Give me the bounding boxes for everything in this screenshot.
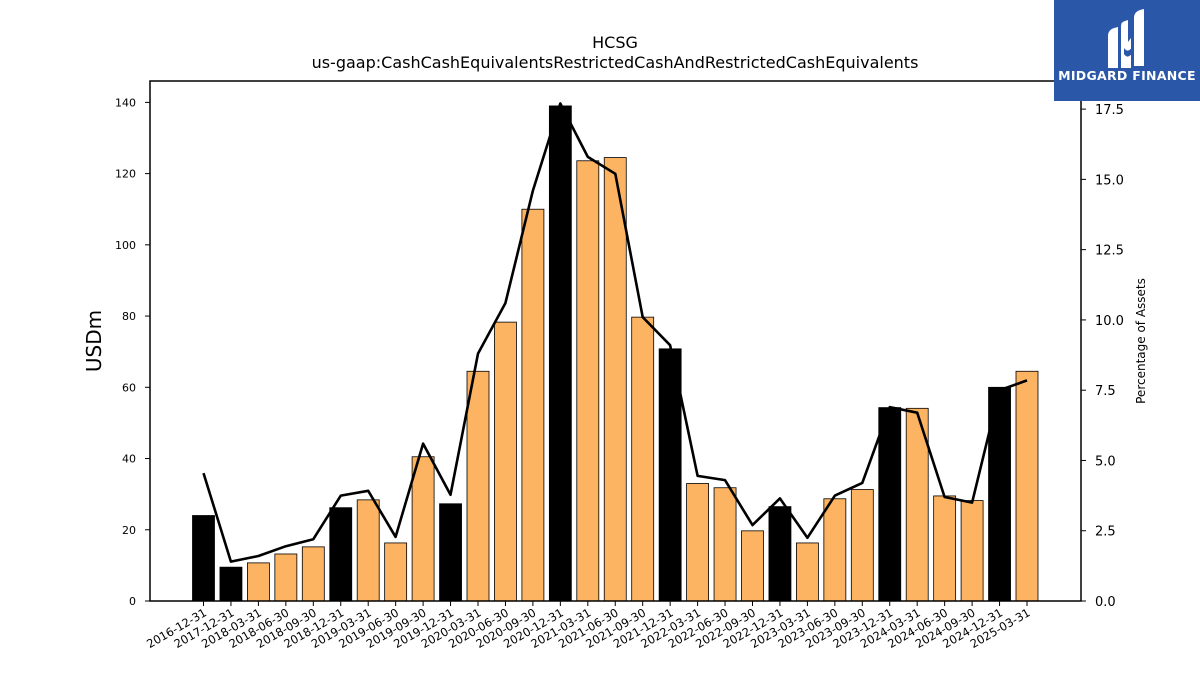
y2-tick-label: 17.5 — [1095, 103, 1124, 118]
y-tick-label: 100 — [115, 239, 136, 252]
bars-group — [192, 105, 1039, 602]
y-tick-label: 0 — [129, 595, 136, 608]
bar-2017-12-31 — [219, 566, 243, 602]
bar-2019-09-30 — [411, 456, 435, 602]
line-group — [202, 102, 1028, 563]
x-axis: 2016-12-312017-12-312018-03-312018-06-30… — [144, 601, 1033, 651]
y-axis-left: 0 20 40 60 80 100 120 140 — [115, 96, 150, 608]
bar-2021-09-30 — [631, 316, 655, 602]
bar-2024-09-30 — [960, 500, 984, 602]
logo-text: MIDGARD FINANCE — [1058, 68, 1196, 83]
bar-2022-09-30 — [741, 530, 764, 602]
percentage-line — [202, 102, 1028, 563]
bar-2016-12-31 — [192, 515, 215, 602]
bar-2022-12-31 — [768, 506, 792, 602]
y2-tick-label: 10.0 — [1095, 314, 1124, 329]
bar-2023-06-30 — [823, 498, 847, 602]
y2-tick-label: 5.0 — [1095, 454, 1116, 469]
bar-2023-03-31 — [796, 542, 819, 602]
bar-2018-03-31 — [246, 562, 270, 602]
bar-2021-06-30 — [603, 157, 627, 602]
brand-logo: MIDGARD FINANCE — [1054, 0, 1200, 101]
bar-2022-06-30 — [713, 487, 737, 602]
y-tick-label: 140 — [115, 96, 136, 109]
logo-mark-icon — [1108, 9, 1144, 68]
y-tick-label: 60 — [122, 381, 136, 394]
y-tick-label: 80 — [122, 310, 136, 323]
bar-2019-12-31 — [439, 503, 462, 602]
y-tick-label: 40 — [122, 453, 136, 466]
y2-tick-label: 0.0 — [1095, 595, 1116, 610]
bar-2023-12-31 — [878, 407, 902, 602]
y-axis-right: 0.0 2.5 5.0 7.5 10.0 12.5 15.0 17.5 — [1081, 103, 1124, 610]
bar-2025-03-31 — [1015, 370, 1039, 602]
y2-tick-label: 15.0 — [1095, 173, 1124, 188]
bar-2020-06-30 — [494, 321, 517, 602]
y2-tick-label: 2.5 — [1095, 525, 1116, 540]
bar-2020-03-31 — [466, 370, 490, 602]
bar-2020-12-31 — [548, 105, 572, 602]
y2-axis-label: Percentage of Assets — [1134, 278, 1148, 404]
bar-2019-03-31 — [356, 499, 380, 602]
bar-2020-09-30 — [521, 208, 545, 602]
bar-2022-03-31 — [686, 483, 709, 602]
chart-subtitle: us-gaap:CashCashEquivalentsRestrictedCas… — [312, 53, 919, 72]
y2-tick-label: 12.5 — [1095, 244, 1124, 259]
bar-2018-12-31 — [329, 507, 353, 602]
y-axis-label: USDm — [82, 310, 106, 372]
bar-2019-06-30 — [384, 542, 408, 602]
bar-2018-06-30 — [274, 553, 298, 602]
y-tick-label: 120 — [115, 168, 136, 181]
bar-2023-09-30 — [850, 489, 874, 602]
bar-2018-09-30 — [301, 546, 325, 602]
bar-2024-06-30 — [933, 495, 957, 602]
y2-tick-label: 7.5 — [1095, 384, 1116, 399]
bar-2021-03-31 — [576, 160, 600, 602]
chart-title: HCSG — [592, 33, 638, 52]
y-tick-label: 20 — [122, 524, 136, 537]
